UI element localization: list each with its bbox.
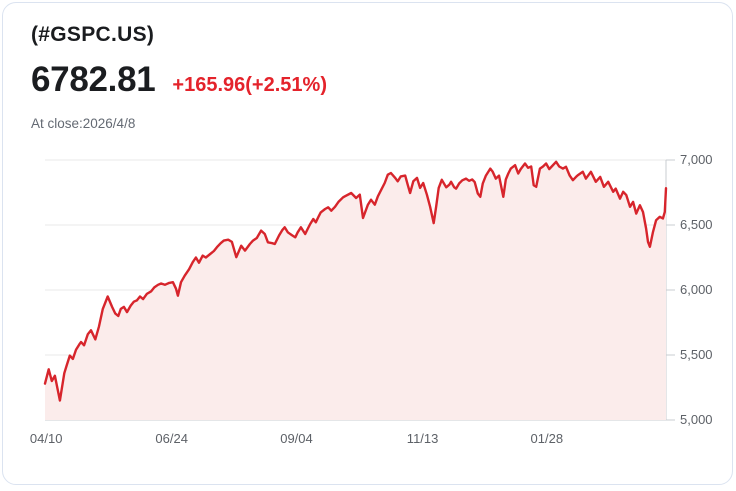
price-row: 6782.81 +165.96(+2.51%) — [31, 62, 327, 97]
y-axis-label: 5,000 — [680, 412, 713, 427]
x-axis-label: 04/10 — [29, 431, 63, 446]
x-axis-label: 11/13 — [406, 431, 439, 446]
chart-area-fill — [45, 161, 666, 421]
price-chart-canvas[interactable] — [3, 3, 736, 491]
close-date: At close:2026/4/8 — [31, 116, 136, 131]
symbol-title: (#GSPC.US) — [31, 23, 155, 46]
y-axis-label: 6,000 — [680, 282, 713, 297]
y-axis-label: 5,500 — [680, 347, 713, 362]
quote-card: (#GSPC.US) 6782.81 +165.96(+2.51%) At cl… — [2, 2, 733, 485]
x-axis-label: 06/24 — [155, 431, 188, 446]
y-axis-label: 6,500 — [680, 217, 713, 232]
chart-price-line — [43, 160, 668, 402]
y-axis-label: 7,000 — [680, 152, 713, 167]
x-axis-label: 01/28 — [530, 431, 564, 446]
x-axis-label: 09/04 — [280, 431, 313, 446]
price-change: +165.96(+2.51%) — [172, 74, 327, 96]
last-price: 6782.81 — [31, 60, 156, 99]
